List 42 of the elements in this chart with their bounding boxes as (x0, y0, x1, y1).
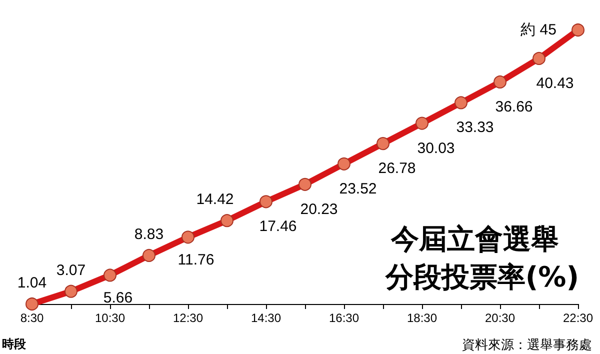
data-label: 5.66 (103, 290, 133, 307)
point (182, 230, 194, 244)
data-label: 26.78 (378, 160, 416, 178)
point (532, 52, 546, 65)
data-label: 23.52 (339, 180, 377, 198)
data-label: 11.76 (178, 252, 214, 269)
x-tick-label: 8:30 (20, 311, 44, 325)
data-label: 3.07 (56, 262, 86, 279)
point (26, 298, 38, 310)
point (338, 157, 350, 170)
data-label: 33.33 (456, 119, 494, 136)
data-label: 8.83 (134, 226, 164, 243)
data-label: 1.04 (17, 274, 47, 292)
point (494, 75, 506, 88)
point (454, 96, 468, 110)
point (298, 178, 312, 191)
x-tick-label: 20:30 (484, 311, 516, 325)
point (104, 268, 116, 282)
data-label: 40.43 (536, 74, 574, 92)
x-tick-label: 22:30 (562, 311, 594, 325)
data-label: 30.03 (417, 140, 455, 157)
x-tick-label: 12:30 (172, 311, 204, 325)
data-label: 20.23 (300, 200, 338, 218)
point (572, 24, 584, 36)
point (220, 214, 234, 228)
data-label: 14.42 (196, 191, 234, 208)
source-note: 資料來源：選舉事務處 (462, 338, 592, 353)
x-tick-label: 18:30 (406, 311, 438, 325)
x-tick-label: 10:30 (94, 311, 126, 325)
point (142, 248, 156, 262)
point (64, 284, 78, 298)
data-label: 36.66 (495, 98, 533, 116)
point (260, 195, 272, 208)
x-axis-title: 時段 (2, 337, 27, 351)
data-label: 17.46 (259, 218, 297, 236)
x-tick-label: 16:30 (328, 311, 360, 325)
point (416, 116, 428, 130)
data-label: 約 45 (520, 22, 556, 38)
text: 分段投票率(%) (384, 260, 580, 294)
point (376, 137, 390, 150)
x-tick-label: 14:30 (250, 311, 282, 325)
text: 今屆立會選舉 (390, 222, 559, 256)
